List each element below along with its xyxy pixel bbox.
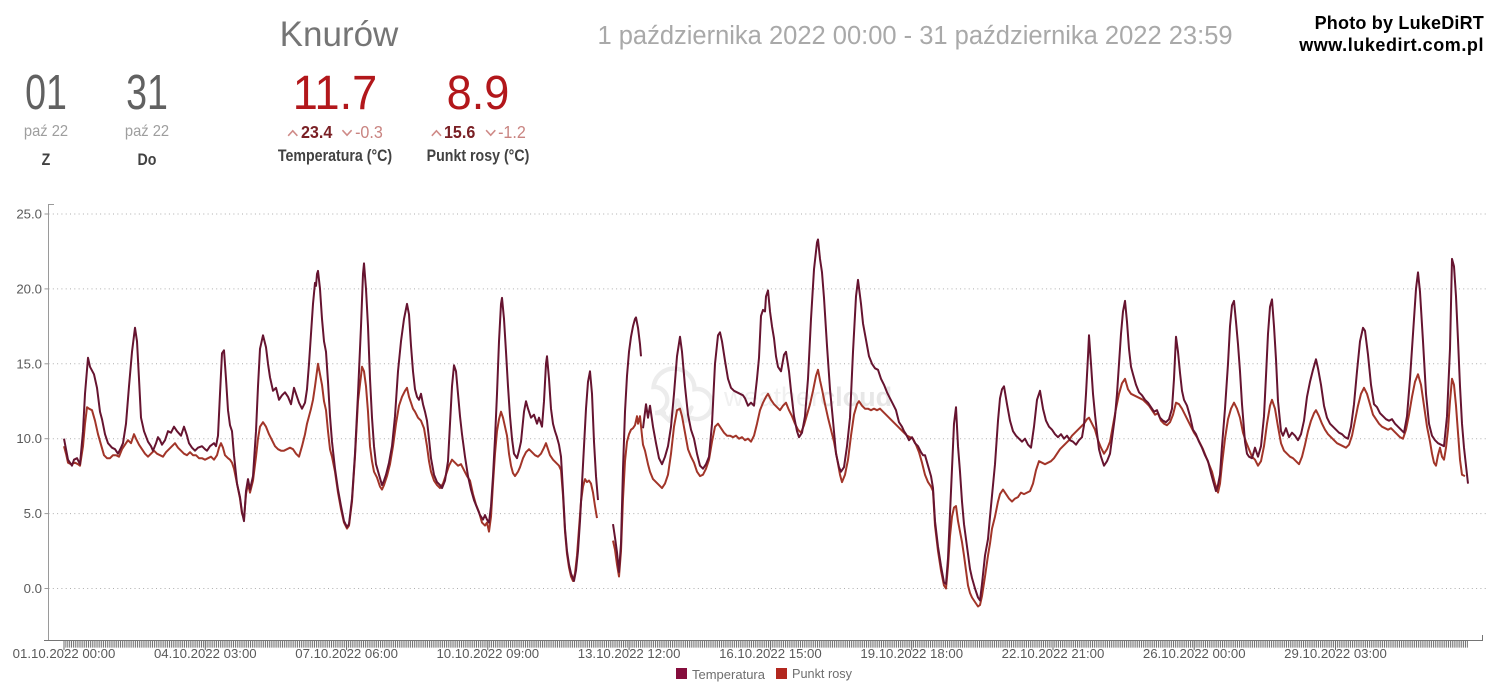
svg-text:26.10.2022 00:00: 26.10.2022 00:00	[1143, 646, 1246, 661]
svg-text:04.10.2022 03:00: 04.10.2022 03:00	[154, 646, 257, 661]
svg-text:29.10.2022 03:00: 29.10.2022 03:00	[1284, 646, 1387, 661]
svg-text:22.10.2022 21:00: 22.10.2022 21:00	[1002, 646, 1105, 661]
svg-text:10.0: 10.0	[16, 431, 42, 446]
svg-text:15.0: 15.0	[16, 356, 42, 371]
svg-text:20.0: 20.0	[16, 281, 42, 296]
svg-text:10.10.2022 09:00: 10.10.2022 09:00	[436, 646, 539, 661]
svg-text:19.10.2022 18:00: 19.10.2022 18:00	[860, 646, 963, 661]
svg-text:07.10.2022 06:00: 07.10.2022 06:00	[295, 646, 398, 661]
svg-text:0.0: 0.0	[24, 581, 42, 596]
svg-text:16.10.2022 15:00: 16.10.2022 15:00	[719, 646, 822, 661]
svg-text:5.0: 5.0	[24, 506, 42, 521]
svg-text:25.0: 25.0	[16, 207, 42, 222]
svg-text:13.10.2022 12:00: 13.10.2022 12:00	[578, 646, 681, 661]
svg-text:01.10.2022 00:00: 01.10.2022 00:00	[13, 646, 116, 661]
